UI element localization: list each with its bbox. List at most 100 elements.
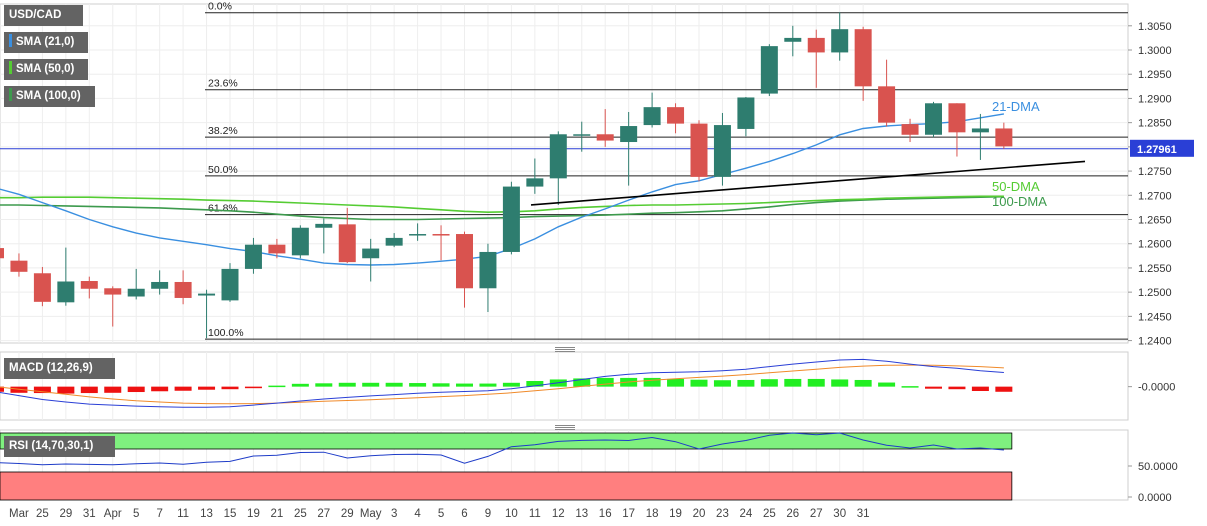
- macd-resize-handle[interactable]: [555, 347, 575, 352]
- sma100-annotation: 100-DMA: [992, 194, 1047, 209]
- fib-label: 100.0%: [208, 327, 244, 339]
- date-tick-label: 29: [59, 508, 72, 520]
- price-tick-label: 1.2600: [1138, 239, 1172, 251]
- candle-body: [57, 281, 75, 303]
- macd-hist-bar: [244, 386, 262, 389]
- macd-line: [0, 358, 1004, 408]
- date-tick-label: 30: [833, 508, 846, 520]
- macd-hist-bar: [198, 386, 216, 390]
- date-tick-label: 13: [200, 508, 213, 520]
- macd-hist-bar: [456, 383, 473, 387]
- macd-hist-bar: [385, 382, 403, 387]
- rsi-legend[interactable]: RSI (14,70,30,1): [4, 436, 115, 457]
- candle-body: [526, 178, 544, 187]
- candle-body: [198, 293, 216, 296]
- price-tick-label: 1.2850: [1138, 118, 1172, 130]
- macd-hist-bar: [807, 378, 825, 387]
- date-tick-label: 25: [36, 508, 49, 520]
- date-tick-label: 18: [646, 508, 659, 520]
- macd-hist-bar: [57, 386, 75, 394]
- candle-body: [291, 227, 309, 256]
- rsi-tick-label: 50.0000: [1138, 461, 1178, 473]
- candle-body: [409, 234, 427, 236]
- candle-body: [104, 288, 122, 295]
- date-tick-label: 6: [461, 508, 467, 520]
- sma21-swatch: [9, 34, 12, 48]
- candle-body: [432, 234, 450, 236]
- candle-body: [127, 288, 145, 297]
- macd-hist-bar: [127, 386, 145, 393]
- sma21-line: [0, 113, 1005, 266]
- date-tick-label: 11: [177, 508, 189, 520]
- macd-hist-bar: [854, 379, 872, 387]
- candle-body: [713, 125, 731, 177]
- sma50-legend[interactable]: SMA (50,0): [4, 59, 88, 80]
- candle-body: [784, 37, 802, 42]
- fib-label: 0.0%: [208, 1, 232, 13]
- macd-hist-bar: [784, 378, 802, 387]
- rsi-overbought-zone: [0, 432, 1013, 450]
- axes: 1.30501.30001.29501.29001.28501.28001.27…: [9, 21, 1194, 520]
- price-tick-label: 1.3050: [1138, 21, 1172, 33]
- candle-body: [690, 123, 708, 177]
- date-tick-label: 11: [529, 508, 541, 520]
- candle-body: [362, 248, 380, 259]
- candle-body: [338, 224, 356, 263]
- date-tick-label: 29: [341, 508, 354, 520]
- rsi-resize-handle[interactable]: [555, 425, 575, 430]
- candle-body: [971, 128, 989, 133]
- macd-hist-bar: [338, 382, 356, 387]
- candle-body: [831, 29, 849, 53]
- moving-averages: [0, 113, 1005, 266]
- date-tick-label: 19: [247, 508, 260, 520]
- candlesticks[interactable]: [0, 12, 1013, 339]
- macd-panel: [0, 358, 1013, 408]
- macd-hist-bar: [10, 386, 28, 393]
- macd-hist-bar: [971, 386, 989, 392]
- price-tick-label: 1.2450: [1138, 311, 1172, 323]
- sma50-swatch: [9, 61, 12, 75]
- date-tick-label: 19: [669, 508, 682, 520]
- macd-tick-label: -0.0000: [1138, 382, 1175, 394]
- price-tick-label: 1.2500: [1138, 287, 1172, 299]
- macd-hist-bar: [948, 386, 966, 390]
- sma21-legend[interactable]: SMA (21,0): [4, 32, 88, 53]
- macd-hist-bar: [878, 382, 896, 387]
- sma100-legend[interactable]: SMA (100,0): [4, 86, 95, 107]
- date-tick-label: 5: [438, 508, 444, 520]
- price-tick-label: 1.2700: [1138, 190, 1172, 202]
- macd-hist-bar: [760, 379, 778, 387]
- candle-body: [33, 273, 51, 302]
- candle-body: [385, 237, 403, 246]
- date-tick-label: 9: [485, 508, 491, 520]
- candle-body: [901, 124, 919, 135]
- macd-hist-bar: [315, 383, 333, 387]
- sma100-line: [0, 195, 1004, 221]
- macd-hist-bar: [925, 386, 942, 389]
- macd-hist-bar: [831, 379, 849, 387]
- date-tick-label: 13: [575, 508, 588, 520]
- macd-hist-bar: [502, 382, 520, 387]
- macd-hist-bar: [737, 379, 755, 387]
- candle-body: [315, 223, 333, 228]
- macd-hist-bar: [104, 386, 122, 393]
- candle-body: [643, 107, 661, 126]
- macd-hist-bar: [221, 386, 239, 390]
- fib-label: 50.0%: [208, 164, 238, 176]
- macd-signal-line: [0, 364, 1004, 405]
- date-tick-label: 16: [599, 508, 612, 520]
- candle-body: [596, 134, 614, 141]
- rsi-panel: [0, 432, 1013, 501]
- macd-hist-bar: [151, 386, 169, 392]
- candle-body: [244, 244, 262, 269]
- date-tick-label: 27: [317, 508, 330, 520]
- symbol-label: USD/CAD: [4, 5, 83, 26]
- sma50-line: [0, 195, 1004, 214]
- macd-hist-bar: [432, 383, 450, 387]
- support-trendline: [530, 160, 1086, 206]
- macd-hist-bar: [596, 377, 614, 387]
- date-tick-label: 23: [716, 508, 729, 520]
- price-tick-label: 1.2950: [1138, 69, 1172, 81]
- macd-legend[interactable]: MACD (12,26,9): [4, 358, 115, 379]
